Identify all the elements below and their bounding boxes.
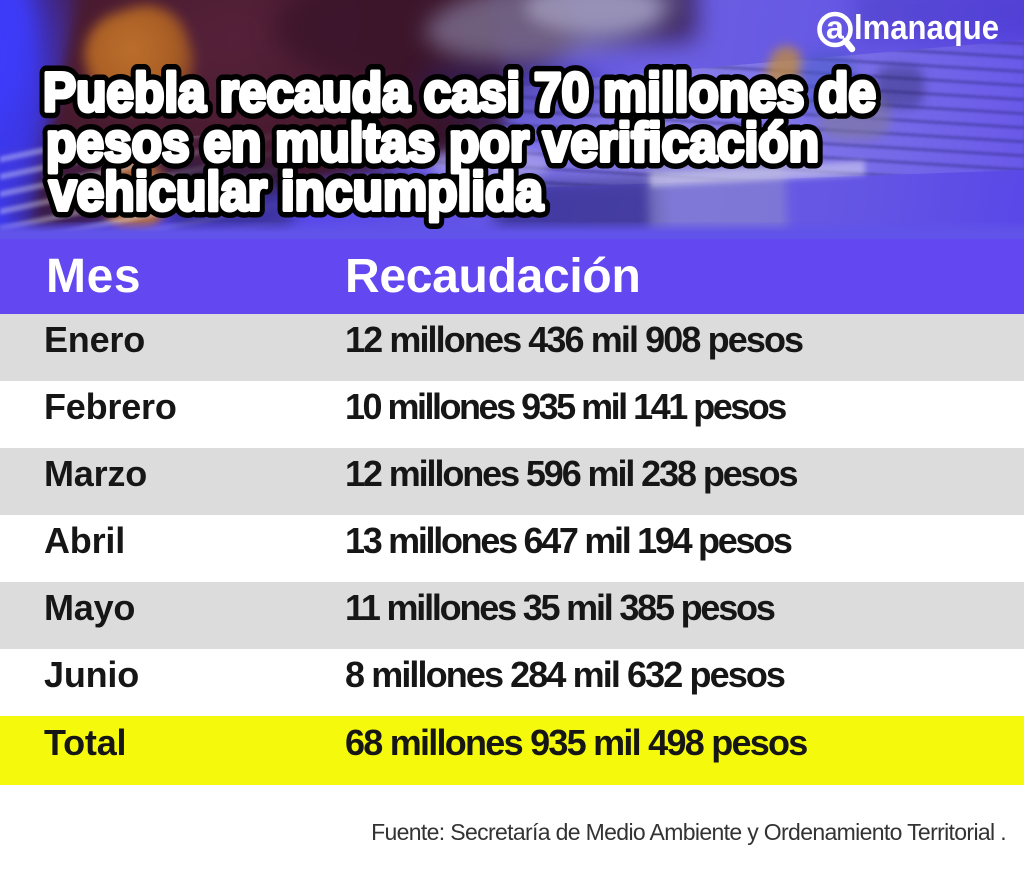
svg-text:a: a bbox=[826, 10, 844, 46]
svg-text:lmanaque: lmanaque bbox=[854, 9, 999, 47]
svg-text:vehicular incumplida: vehicular incumplida bbox=[49, 160, 543, 222]
svg-text:Puebla recauda casi 70 millone: Puebla recauda casi 70 millones de bbox=[43, 61, 876, 123]
svg-text:vehicular incumplida: vehicular incumplida bbox=[49, 160, 543, 222]
svg-text:pesos en multas por verificaci: pesos en multas por verificación bbox=[46, 111, 819, 173]
svg-text:Puebla recauda casi 70 millone: Puebla recauda casi 70 millones de bbox=[43, 61, 876, 123]
svg-text:pesos en multas por verificaci: pesos en multas por verificación bbox=[46, 111, 819, 173]
